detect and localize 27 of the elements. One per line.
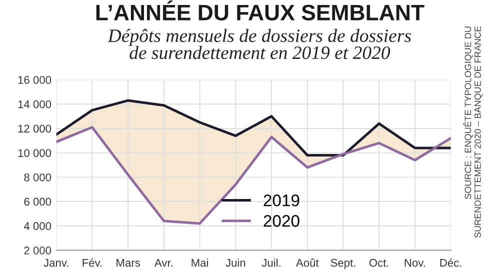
y-tick-label: 4 000 bbox=[24, 222, 52, 230]
legend-label: 2019 bbox=[264, 194, 300, 206]
x-tick-label: Nov. bbox=[404, 258, 425, 267]
chart-title: L’ANNÉE DU FAUX SEMBLANT bbox=[96, 0, 424, 20]
x-tick-label: Juil. bbox=[262, 258, 280, 267]
x-tick-label: Fév. bbox=[82, 258, 102, 267]
y-tick-label: 12 000 bbox=[18, 124, 52, 133]
x-tick-label: Mai bbox=[192, 258, 208, 267]
x-tick-label: Mars bbox=[116, 258, 140, 267]
chart-subtitle: Dépôts mensuels de dossiers de dossiers de surendettement en 2019 et 2020 bbox=[108, 28, 411, 60]
x-tick-label: Juin bbox=[226, 258, 246, 267]
x-tick-label: Avr. bbox=[154, 258, 172, 267]
line-series bbox=[56, 126, 451, 225]
x-tick-label: Oct. bbox=[369, 258, 388, 267]
x-tick-label: Janv. bbox=[44, 258, 68, 267]
line-series bbox=[56, 99, 451, 157]
x-tick-label: Déc. bbox=[440, 258, 462, 267]
y-tick-label: 8 000 bbox=[24, 173, 52, 182]
y-tick-label: 14 000 bbox=[18, 100, 52, 108]
legend-label: 2020 bbox=[264, 215, 300, 227]
x-tick-label: Août bbox=[296, 258, 319, 267]
y-tick-label: 2 000 bbox=[24, 246, 52, 254]
y-tick-label: 6 000 bbox=[24, 198, 52, 206]
x-tick-label: Sept. bbox=[330, 258, 356, 269]
source-note: SOURCE : ENQUÊTE TYPOLOGIQUE DU SURENDETTEMENT 2020 – BANQUE DE FRANCE bbox=[463, 26, 482, 238]
y-tick-label: 10 000 bbox=[18, 149, 52, 157]
y-tick-label: 16 000 bbox=[18, 76, 52, 84]
